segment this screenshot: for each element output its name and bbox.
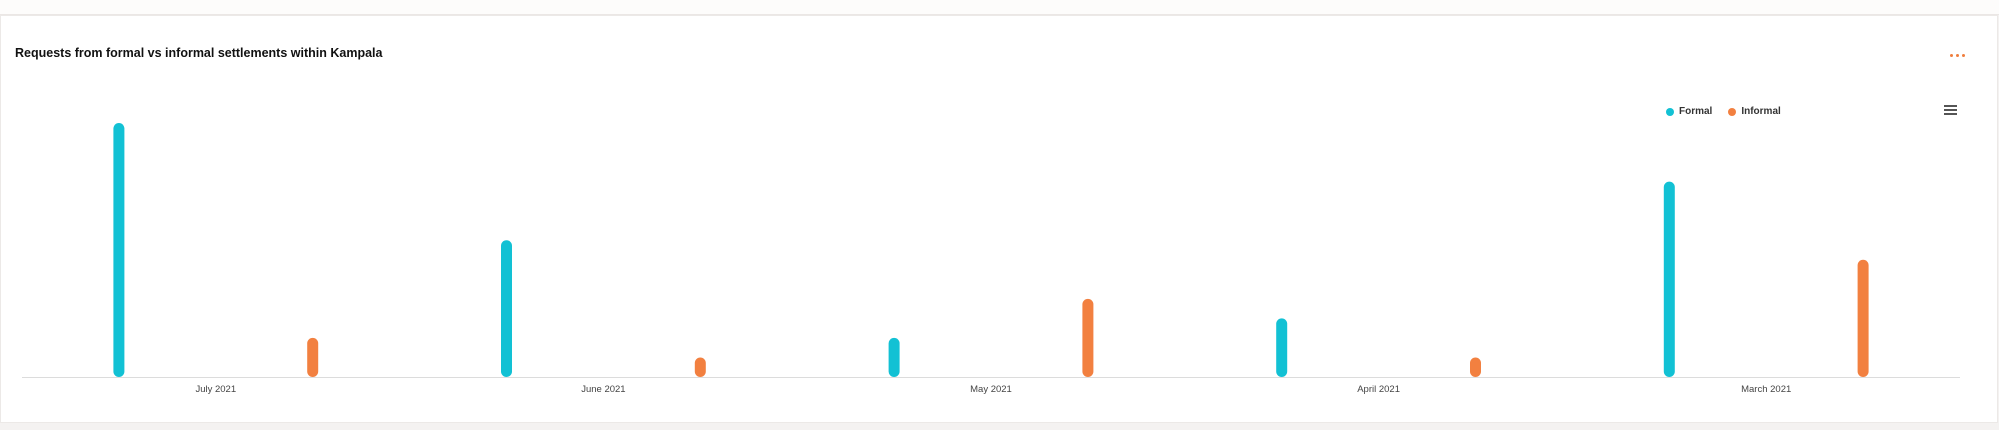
hamburger-menu-icon[interactable] xyxy=(1944,105,1958,117)
menu-line xyxy=(1944,105,1957,107)
x-tick-label: March 2021 xyxy=(1741,384,1791,395)
legend-label-informal: Informal xyxy=(1741,106,1781,117)
menu-line xyxy=(1944,109,1957,111)
x-tick-label: June 2021 xyxy=(581,384,625,395)
x-tick-label: July 2021 xyxy=(195,384,236,395)
bar-formal-april-2021[interactable] xyxy=(1276,318,1288,377)
bar-formal-july-2021[interactable] xyxy=(113,123,125,377)
legend-marker-formal xyxy=(1666,107,1674,116)
menu-line xyxy=(1944,113,1957,115)
legend-item-formal[interactable]: Formal xyxy=(1666,106,1712,117)
top-strip xyxy=(0,0,1999,15)
x-tick-label: April 2021 xyxy=(1357,384,1400,395)
bar-informal-april-2021[interactable] xyxy=(1470,357,1481,377)
bar-formal-june-2021[interactable] xyxy=(501,240,512,377)
more-options-dot xyxy=(1956,54,1959,57)
more-options-dot xyxy=(1950,54,1953,57)
bar-informal-march-2021[interactable] xyxy=(1857,259,1869,377)
bar-informal-june-2021[interactable] xyxy=(694,357,706,377)
x-tick-label: May 2021 xyxy=(970,384,1012,395)
bar-formal-may-2021[interactable] xyxy=(888,337,900,377)
bar-informal-may-2021[interactable] xyxy=(1082,298,1094,377)
legend-item-informal[interactable]: Informal xyxy=(1728,106,1781,117)
bar-informal-july-2021[interactable] xyxy=(307,337,319,377)
more-options-icon[interactable] xyxy=(1948,50,1970,60)
more-options-dot xyxy=(1962,54,1965,57)
bar-formal-march-2021[interactable] xyxy=(1663,181,1675,377)
chart-title: Requests from formal vs informal settlem… xyxy=(15,46,383,60)
legend-label-formal: Formal xyxy=(1679,106,1713,117)
chart-legend: Formal Informal xyxy=(1666,106,1781,117)
legend-marker-informal xyxy=(1728,107,1737,116)
